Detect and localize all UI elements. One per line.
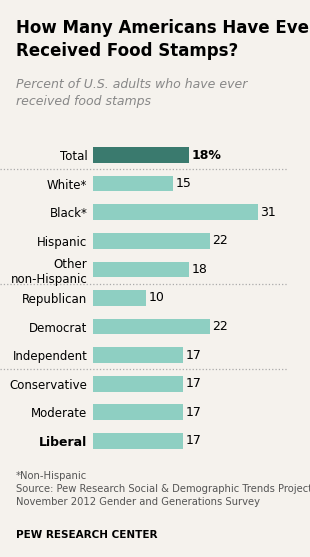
Bar bbox=[93, 233, 210, 248]
Bar bbox=[93, 176, 173, 192]
Text: 22: 22 bbox=[213, 320, 228, 333]
Text: 17: 17 bbox=[186, 406, 202, 419]
Bar bbox=[93, 262, 189, 277]
Text: Percent of U.S. adults who have ever
received food stamps: Percent of U.S. adults who have ever rec… bbox=[16, 78, 247, 108]
Text: 17: 17 bbox=[186, 377, 202, 390]
Bar bbox=[93, 204, 258, 220]
Bar bbox=[93, 319, 210, 334]
Text: 22: 22 bbox=[213, 234, 228, 247]
Text: 10: 10 bbox=[149, 291, 165, 305]
Text: 15: 15 bbox=[175, 177, 191, 190]
Bar bbox=[93, 348, 183, 363]
Bar bbox=[93, 404, 183, 420]
Text: 17: 17 bbox=[186, 349, 202, 361]
Bar bbox=[93, 433, 183, 449]
Text: 18%: 18% bbox=[191, 149, 221, 162]
Text: 31: 31 bbox=[260, 206, 276, 219]
Text: *Non-Hispanic
Source: Pew Research Social & Demographic Trends Project
November : *Non-Hispanic Source: Pew Research Socia… bbox=[16, 471, 310, 507]
Text: How Many Americans Have Ever
Received Food Stamps?: How Many Americans Have Ever Received Fo… bbox=[16, 19, 310, 60]
Bar bbox=[93, 290, 146, 306]
Text: 17: 17 bbox=[186, 434, 202, 447]
Bar bbox=[93, 147, 189, 163]
Bar bbox=[93, 376, 183, 392]
Text: 18: 18 bbox=[191, 263, 207, 276]
Text: PEW RESEARCH CENTER: PEW RESEARCH CENTER bbox=[16, 530, 157, 540]
